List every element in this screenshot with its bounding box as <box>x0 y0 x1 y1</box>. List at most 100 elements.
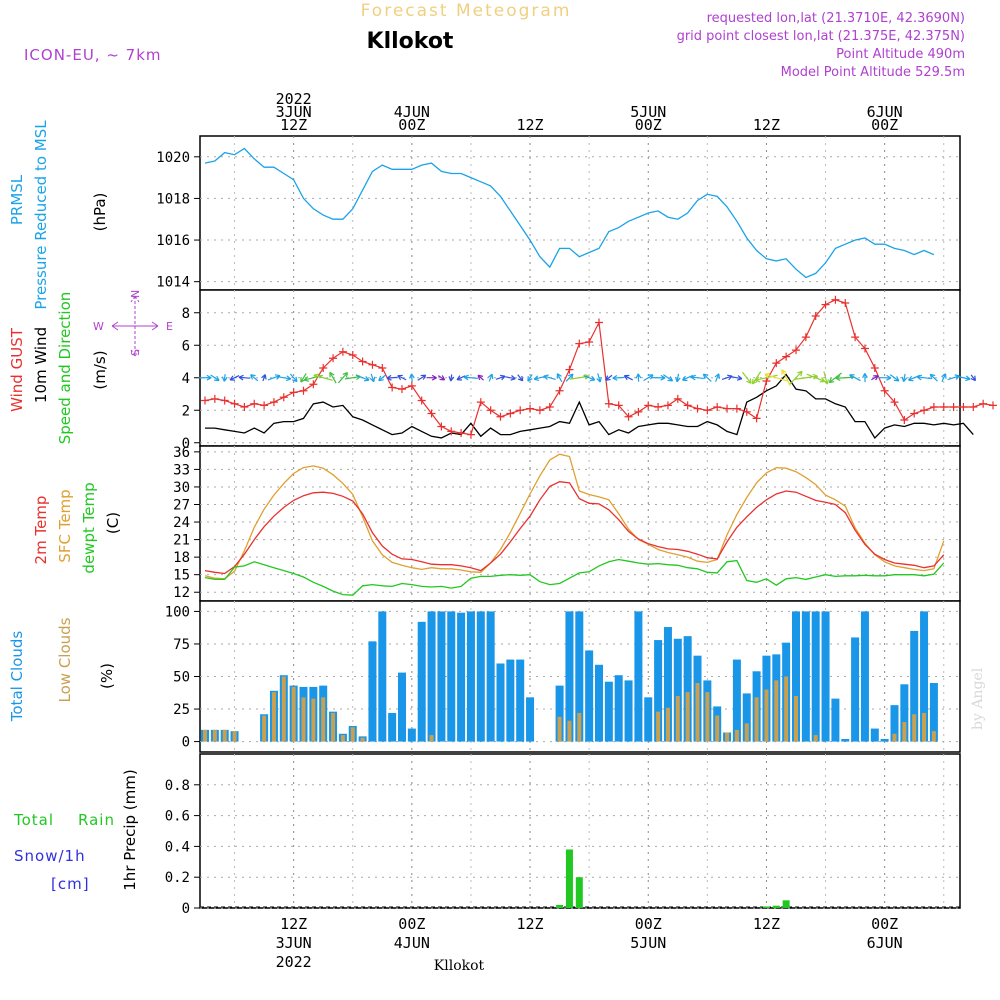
wind-arrow-head <box>238 374 244 381</box>
total-cloud-bar <box>634 611 643 742</box>
wind-arrow <box>463 376 478 380</box>
wind-arrow-head <box>369 376 376 383</box>
gust-marker <box>634 407 643 416</box>
y-tick-label: 4 <box>182 371 190 387</box>
gust-marker <box>447 427 456 436</box>
wind-arrow <box>356 374 370 381</box>
wind-arrow <box>556 373 563 383</box>
wind-arrow-head <box>667 376 674 382</box>
wind-arrow <box>941 373 947 383</box>
wind-arrow-head <box>397 374 403 381</box>
panel-precip: 0 0.2 0.4 0.6 0.8 <box>165 753 961 917</box>
sfc-temp-label: SFC Temp <box>56 489 74 562</box>
gust-marker <box>250 399 259 408</box>
y-tick-label: 0.4 <box>165 839 190 855</box>
gust-marker <box>723 404 732 413</box>
low-clouds-label: Low Clouds <box>56 617 74 702</box>
low-cloud-bar <box>271 692 276 742</box>
y-tick-label: 6 <box>182 338 190 354</box>
point-altitude: Point Altitude 490m <box>836 47 965 62</box>
wind-arrow-head <box>589 375 596 382</box>
gust-marker <box>575 339 584 348</box>
total-cloud-bar <box>526 697 535 742</box>
top-tick-label: 00Z <box>635 116 662 134</box>
model-label: ICON-EU, ~ 7km <box>24 46 162 64</box>
total-cloud-bar <box>831 698 840 742</box>
total-cloud-bar <box>900 684 909 742</box>
low-cloud-bar <box>232 731 237 742</box>
wind-arrow-head <box>527 376 533 382</box>
panel-pressure: 1014 1016 1018 1020 <box>156 135 961 291</box>
pressure-line <box>204 147 935 279</box>
wind-arrow <box>889 374 900 382</box>
low-cloud-bar <box>301 697 306 742</box>
total-cloud-bar <box>427 611 436 742</box>
wind-arrow <box>823 371 828 385</box>
gust-marker <box>535 406 544 415</box>
wind-arrow-head <box>886 374 892 381</box>
total-cloud-bar <box>388 712 397 742</box>
rain-bar <box>772 905 780 908</box>
gust-marker <box>959 403 968 411</box>
gust-marker <box>989 401 997 410</box>
low-cloud-bar <box>360 737 365 742</box>
wind-arrow <box>456 375 466 381</box>
wind-arrow-head <box>714 373 720 379</box>
wind-arrow <box>806 373 825 382</box>
wind-arrow <box>289 373 298 383</box>
precip-rain-label: Rain <box>78 811 115 829</box>
wind-arrow-head <box>431 374 437 381</box>
total-cloud-bar <box>732 659 741 742</box>
low-cloud-bar <box>774 680 779 742</box>
total-cloud-bar <box>407 728 416 742</box>
total-cloud-bar <box>821 611 830 742</box>
precip-total-label: Total <box>13 811 54 829</box>
total-cloud-bar <box>910 630 919 742</box>
gust-marker <box>831 295 840 304</box>
total-cloud-bar <box>417 621 426 742</box>
wind-label: 10m Wind <box>32 327 50 403</box>
low-cloud-bar <box>656 711 661 742</box>
wind-arrow <box>917 376 931 380</box>
gust-marker <box>910 409 919 418</box>
wind-arrow-head <box>584 373 590 380</box>
y-tick-label: 0 <box>182 901 190 917</box>
total-cloud-bar <box>398 672 406 742</box>
gust-marker <box>279 393 288 402</box>
low-cloud-bar <box>311 698 316 742</box>
clouds-unit: (%) <box>98 663 116 689</box>
wind-arrow <box>517 374 524 382</box>
temp-2m-label: 2m Temp <box>32 496 50 565</box>
wind-arrow-head <box>862 373 868 379</box>
wind-arrow <box>417 374 427 381</box>
gust-marker <box>821 300 830 309</box>
gust-marker <box>604 399 613 408</box>
total-cloud-bar <box>801 611 810 742</box>
total-clouds-label: Total Clouds <box>8 631 26 723</box>
wind-arrow-head <box>908 375 914 382</box>
precip-unit: 1hr Precip (mm) <box>121 769 139 890</box>
gust-marker <box>526 404 535 413</box>
y-tick-label: 0 <box>182 436 190 452</box>
gust-marker <box>329 354 338 363</box>
gust-marker <box>585 338 594 346</box>
wind-arrow <box>682 374 694 381</box>
wind-arrow <box>605 374 613 381</box>
low-cloud-bar <box>744 723 749 742</box>
y-tick-label: 0 <box>182 735 190 751</box>
wind-arrow-head <box>420 374 427 380</box>
total-cloud-bar <box>595 664 603 742</box>
gust-marker <box>427 409 436 418</box>
low-cloud-bar <box>429 735 434 742</box>
watermark: by Angel <box>970 667 986 730</box>
wind-arrow-head <box>751 378 758 385</box>
wind-arrow-head <box>754 376 761 383</box>
wind-arrow <box>956 375 971 380</box>
gust-marker <box>979 399 988 408</box>
wind-arrow-head <box>681 375 688 382</box>
location-title: Kllokot <box>367 29 454 54</box>
wind-arrow-head <box>764 372 770 379</box>
wind-arrow-head <box>797 370 803 377</box>
total-cloud-bar <box>851 637 860 742</box>
